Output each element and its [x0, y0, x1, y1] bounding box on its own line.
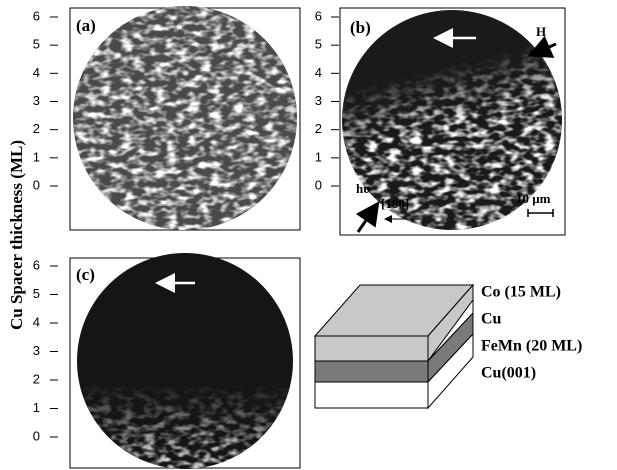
- annotation: hυ: [356, 181, 370, 196]
- tick-label: 5: [315, 37, 322, 52]
- tick-label: 6: [33, 8, 40, 23]
- layer-diagram: [313, 283, 475, 410]
- tick-label: 2: [33, 121, 40, 136]
- tick-label: 4: [315, 65, 322, 80]
- tick-label: 2: [315, 121, 322, 136]
- arrow: [527, 35, 557, 58]
- tick-label: 3: [315, 93, 322, 108]
- tick-label: 0: [315, 177, 322, 192]
- image-a: [73, 6, 297, 230]
- tick-label: 2: [33, 371, 40, 386]
- panel-label: (c): [76, 265, 95, 284]
- annotation: 10 μm: [516, 191, 551, 206]
- annotation: H: [536, 24, 546, 39]
- tick-label: 4: [33, 314, 40, 329]
- layer-label: Cu(001): [481, 365, 536, 382]
- arrow: [355, 201, 380, 233]
- layer-label: FeMn (20 ML): [481, 338, 582, 355]
- panel-label: (b): [350, 18, 371, 37]
- panel-frame: [339, 7, 566, 236]
- layer-label: Co (15 ML): [481, 284, 561, 301]
- tick-label: 6: [33, 257, 40, 272]
- tick-label: 5: [33, 286, 40, 301]
- tick-label: 1: [33, 400, 40, 415]
- tick-label: 5: [33, 37, 40, 52]
- scale-bar: [527, 209, 554, 217]
- tick-label: 3: [33, 93, 40, 108]
- tick-label: 3: [33, 343, 40, 358]
- panel-label: (a): [76, 16, 96, 35]
- tick-label: 4: [33, 65, 40, 80]
- y-axis-label: Cu Spacer thickness (ML): [7, 140, 26, 330]
- tick-label: 1: [33, 149, 40, 164]
- layer-label: Cu: [481, 311, 502, 328]
- annotation: [100]: [381, 196, 409, 211]
- tick-label: 0: [33, 428, 40, 443]
- image-c: [77, 253, 293, 469]
- tick-label: 0: [33, 177, 40, 192]
- tick-label: 1: [315, 149, 322, 164]
- tick-label: 6: [315, 8, 322, 23]
